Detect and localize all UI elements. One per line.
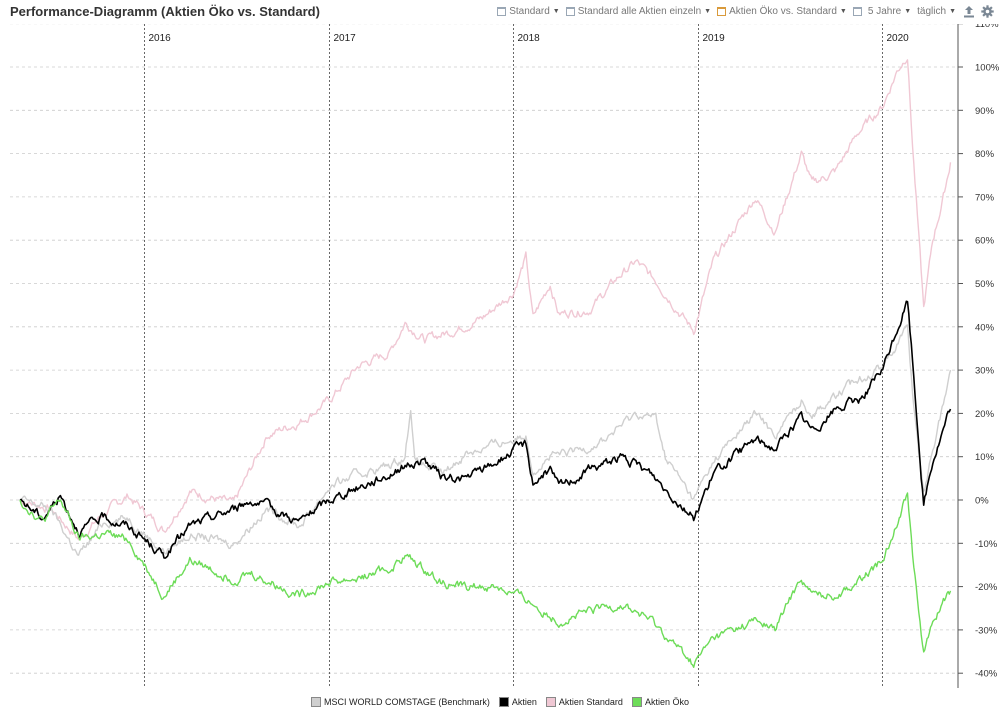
y-tick-label: -10% <box>975 539 998 550</box>
standard-all-view-label: Standard alle Aktien einzeln <box>577 6 702 17</box>
chevron-down-icon: ▼ <box>839 8 847 15</box>
y-tick-label: 100% <box>975 63 1000 74</box>
legend-label: MSCI WORLD COMSTAGE (Benchmark) <box>324 697 490 707</box>
y-tick-label: 10% <box>975 452 995 463</box>
legend-item-aktien-standard[interactable]: Aktien Standard <box>545 697 623 707</box>
legend-label: Aktien Öko <box>644 697 689 707</box>
y-tick-label: 110% <box>975 24 999 30</box>
series-layer <box>19 59 952 668</box>
chart-view-icon <box>717 7 727 16</box>
year-label: 2020 <box>887 33 910 44</box>
legend-item-aktien-oeko[interactable]: Aktien Öko <box>631 697 689 707</box>
y-tick-label: 70% <box>975 192 995 203</box>
chevron-down-icon: ▼ <box>949 8 956 15</box>
legend-swatch <box>545 697 556 707</box>
y-tick-label: 90% <box>975 106 995 117</box>
chevron-down-icon: ▼ <box>904 8 912 15</box>
y-tick-label: -40% <box>975 669 998 680</box>
export-icon[interactable] <box>962 5 975 18</box>
chart-toolbar: Standard ▼ Standard alle Aktien einzeln … <box>497 5 994 18</box>
legend-swatch <box>631 697 642 707</box>
y-tick-label: -30% <box>975 625 998 636</box>
y-tick-label: 30% <box>975 366 995 377</box>
y-axis: -40% -30% -20% -10% 0% 10% 20% 30% 40% 50% 60% 70% 8… <box>957 24 1000 688</box>
year-label: 2017 <box>334 33 357 44</box>
legend-item-benchmark[interactable]: MSCI WORLD COMSTAGE (Benchmark) <box>311 697 490 707</box>
chart-view-icon <box>565 7 575 16</box>
series-line-0 <box>20 59 952 541</box>
year-label: 2019 <box>703 33 726 44</box>
y-tick-label: 60% <box>975 236 995 247</box>
chart-view-icon <box>497 7 507 16</box>
compare-view-button[interactable]: Aktien Öko vs. Standard ▼ <box>717 6 847 17</box>
series-line-3 <box>19 492 952 668</box>
grid-layer <box>10 24 958 674</box>
y-tick-label: 80% <box>975 149 995 160</box>
legend-label: Aktien <box>511 697 537 707</box>
y-tick-label: -20% <box>975 582 998 593</box>
y-tick-label: 40% <box>975 322 995 333</box>
period-label: 5 Jahre <box>867 6 902 17</box>
legend-swatch <box>498 697 509 707</box>
standard-all-view-button[interactable]: Standard alle Aktien einzeln ▼ <box>565 6 712 17</box>
performance-chart: 2016 2017 2018 2019 2020 -40% -30% -20% -10% 0% 1… <box>10 24 1000 688</box>
add-view-button[interactable] <box>852 7 862 16</box>
y-tick-label: 20% <box>975 409 995 420</box>
period-select[interactable]: 5 Jahre ▼ <box>868 6 911 17</box>
y-tick-label: 50% <box>975 279 995 290</box>
interval-label: täglich <box>917 6 947 17</box>
legend-swatch <box>311 697 322 707</box>
legend-item-aktien[interactable]: Aktien <box>498 697 537 707</box>
year-markers: 2016 2017 2018 2019 2020 <box>144 24 910 688</box>
y-tick-label: 0% <box>975 496 989 507</box>
chart-title: Performance-Diagramm (Aktien Öko vs. Sta… <box>10 4 320 19</box>
interval-select[interactable]: täglich ▼ <box>917 6 956 17</box>
add-view-icon <box>852 7 862 16</box>
chevron-down-icon: ▼ <box>552 8 560 15</box>
series-line-2 <box>19 300 952 559</box>
gear-icon[interactable] <box>981 5 994 18</box>
year-label: 2016 <box>149 33 172 44</box>
standard-view-label: Standard <box>509 6 550 17</box>
legend-label: Aktien Standard <box>558 697 623 707</box>
legend: MSCI WORLD COMSTAGE (Benchmark) Aktien A… <box>0 697 1000 707</box>
standard-view-button[interactable]: Standard ▼ <box>497 6 560 17</box>
year-label: 2018 <box>518 33 541 44</box>
compare-view-label: Aktien Öko vs. Standard <box>729 6 837 17</box>
series-line-1 <box>19 324 952 556</box>
chevron-down-icon: ▼ <box>704 8 712 15</box>
